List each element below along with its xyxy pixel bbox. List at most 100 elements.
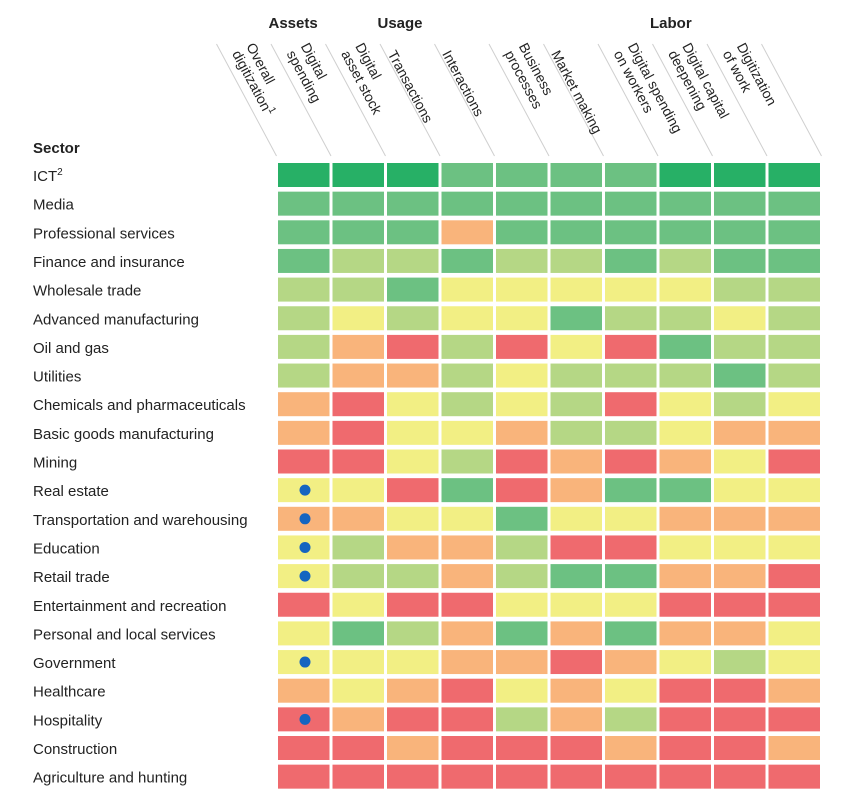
row-label: Transportation and warehousing (33, 512, 248, 529)
heatmap-cell (605, 678, 657, 703)
heatmap-cell (768, 191, 820, 216)
column-header-divider (270, 43, 332, 157)
heatmap-cell (332, 506, 384, 531)
row-label: Entertainment and recreation (33, 598, 226, 615)
heatmap-cell (441, 592, 493, 617)
heatmap-cell (278, 220, 330, 245)
heatmap-cell (550, 707, 602, 732)
heatmap-cell (278, 191, 330, 216)
heatmap-cell (714, 478, 766, 503)
heatmap-cell (332, 535, 384, 560)
heatmap-cell (278, 163, 330, 187)
row-label: Utilities (33, 369, 81, 386)
heatmap-cell (332, 621, 384, 646)
row-label: Agriculture and hunting (33, 770, 187, 787)
heatmap-cell (278, 736, 330, 760)
heatmap-cell (332, 650, 384, 675)
heatmap-cell (387, 678, 439, 703)
column-header-divider (216, 43, 277, 157)
heatmap-cell (714, 535, 766, 560)
heatmap-cell (714, 248, 766, 273)
row-header-sector: Sector (33, 140, 80, 157)
heatmap-cell (332, 592, 384, 617)
heatmap-cell (332, 334, 384, 359)
row-label: Professional services (33, 225, 175, 242)
heatmap-cell (441, 506, 493, 531)
row-label: Finance and insurance (33, 254, 185, 271)
heatmap-cell (768, 334, 820, 359)
heatmap-cell (659, 306, 711, 331)
heatmap-cell (605, 736, 657, 760)
heatmap-cell (278, 449, 330, 474)
heatmap-cell (659, 535, 711, 560)
heatmap-cell (496, 707, 548, 732)
row-label: Hospitality (33, 712, 103, 729)
heatmap-cell (550, 621, 602, 646)
heatmap-cell (550, 564, 602, 589)
heatmap-cell (332, 363, 384, 388)
heatmap-cell (496, 506, 548, 531)
heatmap-cell (387, 363, 439, 388)
column-header-divider (652, 43, 713, 157)
heatmap-cell (605, 535, 657, 560)
heatmap-cell (387, 449, 439, 474)
heatmap-cell (659, 248, 711, 273)
heatmap-cell (387, 564, 439, 589)
heatmap-cell (387, 650, 439, 675)
row-label: Chemicals and pharmaceuticals (33, 397, 246, 414)
heatmap-cell (768, 736, 820, 760)
heatmap-cell (605, 277, 657, 302)
heatmap-cell (550, 191, 602, 216)
heatmap-cell (768, 707, 820, 732)
heatmap-cell (496, 764, 548, 789)
heatmap-cell (659, 621, 711, 646)
heatmap-cell (605, 506, 657, 531)
heatmap-cell (496, 220, 548, 245)
heatmap-cell (550, 736, 602, 760)
heatmap-cell (768, 220, 820, 245)
heatmap-cell (278, 363, 330, 388)
heatmap-cell (441, 736, 493, 760)
heatmap-cell (332, 248, 384, 273)
column-header-divider (597, 43, 659, 157)
heatmap-cell (278, 392, 330, 417)
heatmap-cell (278, 592, 330, 617)
heatmap-cell (496, 592, 548, 617)
heatmap-cell (278, 764, 330, 789)
heatmap-cell (387, 764, 439, 789)
heatmap-cell (605, 420, 657, 445)
heatmap-cell (659, 392, 711, 417)
heatmap-cell (278, 420, 330, 445)
heatmap-cell (441, 392, 493, 417)
heatmap-cell (550, 363, 602, 388)
heatmap-cell (387, 621, 439, 646)
heatmap-cell (605, 764, 657, 789)
footnote-marker: 2 (57, 167, 63, 178)
heatmap-cell (387, 707, 439, 732)
row-label: Basic goods manufacturing (33, 426, 214, 443)
heatmap-cell (387, 191, 439, 216)
heatmap-cell (496, 248, 548, 273)
heatmap-cell (659, 420, 711, 445)
heatmap-cell (387, 506, 439, 531)
heatmap-cell (332, 678, 384, 703)
heatmap-cell (659, 191, 711, 216)
heatmap-cell (550, 506, 602, 531)
heatmap-cell (387, 478, 439, 503)
heatmap-cell (441, 163, 493, 187)
heatmap-cell (714, 621, 766, 646)
heatmap-cell (496, 478, 548, 503)
heatmap-cell (550, 535, 602, 560)
heatmap-cell (550, 277, 602, 302)
heatmap-cell (441, 478, 493, 503)
heatmap-cell (278, 277, 330, 302)
heatmap-cell (496, 363, 548, 388)
heatmap-cell (714, 277, 766, 302)
heatmap-cell (387, 163, 439, 187)
heatmap-cell (550, 449, 602, 474)
row-label: Construction (33, 741, 117, 758)
